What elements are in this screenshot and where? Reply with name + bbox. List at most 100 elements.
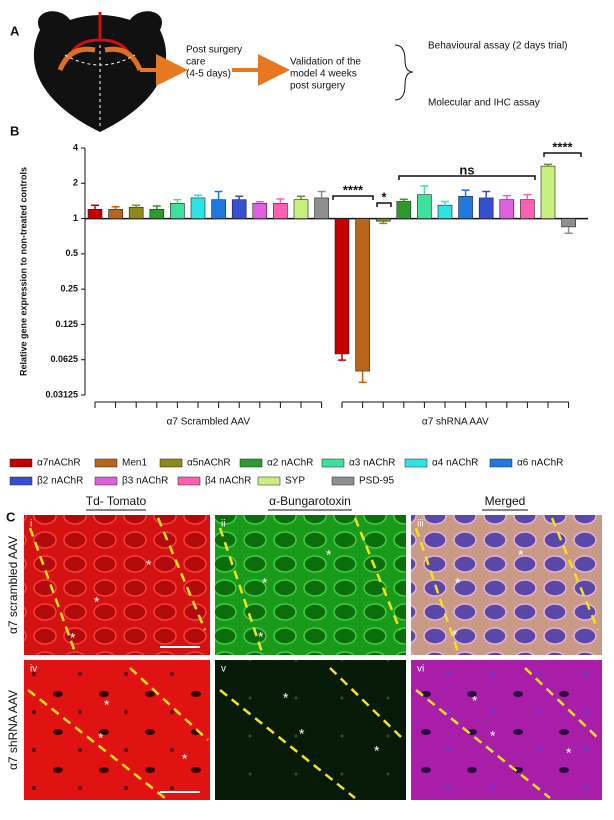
error-bar — [564, 226, 573, 234]
bar — [458, 195, 473, 219]
legend-label: SYP — [285, 476, 305, 487]
panel-number: i — [30, 519, 32, 530]
legend-label: β4 nAChR — [205, 476, 251, 487]
bar — [437, 204, 453, 219]
step-text: (4-5 days) — [186, 69, 231, 80]
bar — [540, 165, 556, 219]
marker: * — [455, 575, 461, 591]
row-label: α7 shRNA AAV — [6, 690, 20, 770]
marker: * — [566, 745, 572, 761]
y-tick-label: 0.125 — [55, 319, 78, 329]
legend-swatch — [489, 458, 513, 468]
bar — [273, 202, 288, 219]
bar — [520, 199, 535, 219]
marker: * — [182, 751, 188, 767]
region-outlines — [27, 517, 601, 799]
y-axis-title: Relative gene expression to non-treated … — [18, 167, 28, 376]
annotation: ns — [459, 162, 474, 177]
bar — [128, 206, 144, 219]
marker: * — [98, 730, 104, 746]
outcome-text: Molecular and IHC assay — [428, 98, 540, 109]
panel-label: B — [10, 123, 19, 138]
micrograph — [24, 515, 210, 655]
error-bar — [235, 195, 244, 200]
error-bar — [544, 163, 552, 167]
legend-swatch — [159, 458, 183, 468]
y-tick-label: 0.25 — [60, 284, 78, 294]
bar — [190, 197, 206, 219]
error-bar — [379, 221, 388, 225]
error-bar — [441, 200, 449, 206]
bar — [478, 197, 494, 219]
legend-swatch — [9, 458, 33, 468]
legend-label: Men1 — [122, 458, 147, 469]
error-bar — [482, 190, 491, 198]
bar — [499, 199, 515, 219]
error-bar — [152, 205, 161, 210]
x-tick-label: α7 Scrambled AAV — [167, 417, 251, 428]
panel-label: C — [6, 509, 16, 524]
hippocampus-icon — [57, 46, 143, 72]
legend-swatch — [404, 458, 428, 468]
legend-swatch — [9, 476, 33, 486]
panel-label: A — [10, 23, 20, 38]
legend-swatch — [257, 476, 281, 486]
bar — [396, 201, 412, 219]
bar — [149, 208, 165, 219]
marker: * — [518, 547, 524, 563]
error-bar — [111, 206, 120, 210]
legend-swatch — [321, 458, 345, 468]
marker: * — [146, 557, 152, 573]
micrograph — [411, 515, 602, 655]
legend-swatch — [94, 458, 118, 468]
marker: * — [490, 728, 496, 744]
error-bar — [194, 194, 202, 198]
significance-bracket — [398, 175, 536, 180]
column-header: Td- Tomato — [86, 494, 147, 508]
marker: * — [283, 690, 289, 706]
error-bar — [358, 371, 367, 384]
legend-label: α5nAChR — [187, 458, 231, 469]
y-tick-label: 4 — [73, 142, 78, 152]
micrograph — [24, 660, 210, 800]
marker: * — [326, 547, 332, 563]
panel-number: v — [221, 664, 226, 675]
legend-label: β2 nAChR — [37, 476, 83, 487]
error-bar — [461, 189, 470, 197]
marker: * — [374, 743, 380, 759]
chart: 0.03125 0.0625 0.125 0.25 0.5 1 2 4 Relative gen… — [9, 139, 588, 487]
significance-bracket — [543, 152, 582, 157]
y-tick-label: 1 — [73, 213, 78, 223]
outcome-text: Behavioural assay (2 days trial) — [428, 41, 568, 52]
legend-label: α2 nAChR — [267, 458, 313, 469]
bar — [375, 218, 391, 222]
bar — [231, 199, 247, 219]
y-tick-label: 0.03125 — [45, 389, 78, 399]
marker: * — [299, 726, 305, 742]
legend-swatch — [94, 476, 118, 486]
guide-lines — [64, 45, 136, 128]
error-bar — [214, 190, 223, 200]
marker: * — [452, 627, 458, 643]
marker: * — [70, 630, 76, 646]
row-label: α7 scrambled AAV — [6, 536, 20, 634]
legend-label: α6 nAChR — [517, 458, 563, 469]
panel-number: iv — [30, 664, 37, 675]
marker: * — [262, 575, 268, 591]
column-header: α-Bungarotoxin — [269, 494, 351, 508]
bar — [314, 197, 329, 219]
error-bar — [91, 204, 99, 210]
annotation: **** — [552, 139, 573, 154]
legend-swatch — [177, 476, 201, 486]
error-bar — [338, 353, 346, 361]
scale-bar — [160, 646, 200, 793]
panel-number: iii — [417, 519, 424, 530]
bar — [355, 218, 370, 372]
bar — [417, 194, 432, 219]
annotation: * — [381, 189, 387, 204]
micrograph — [215, 515, 406, 655]
y-tick-label: 0.5 — [65, 248, 78, 258]
error-bar — [276, 198, 285, 204]
panel-number: ii — [221, 519, 225, 530]
